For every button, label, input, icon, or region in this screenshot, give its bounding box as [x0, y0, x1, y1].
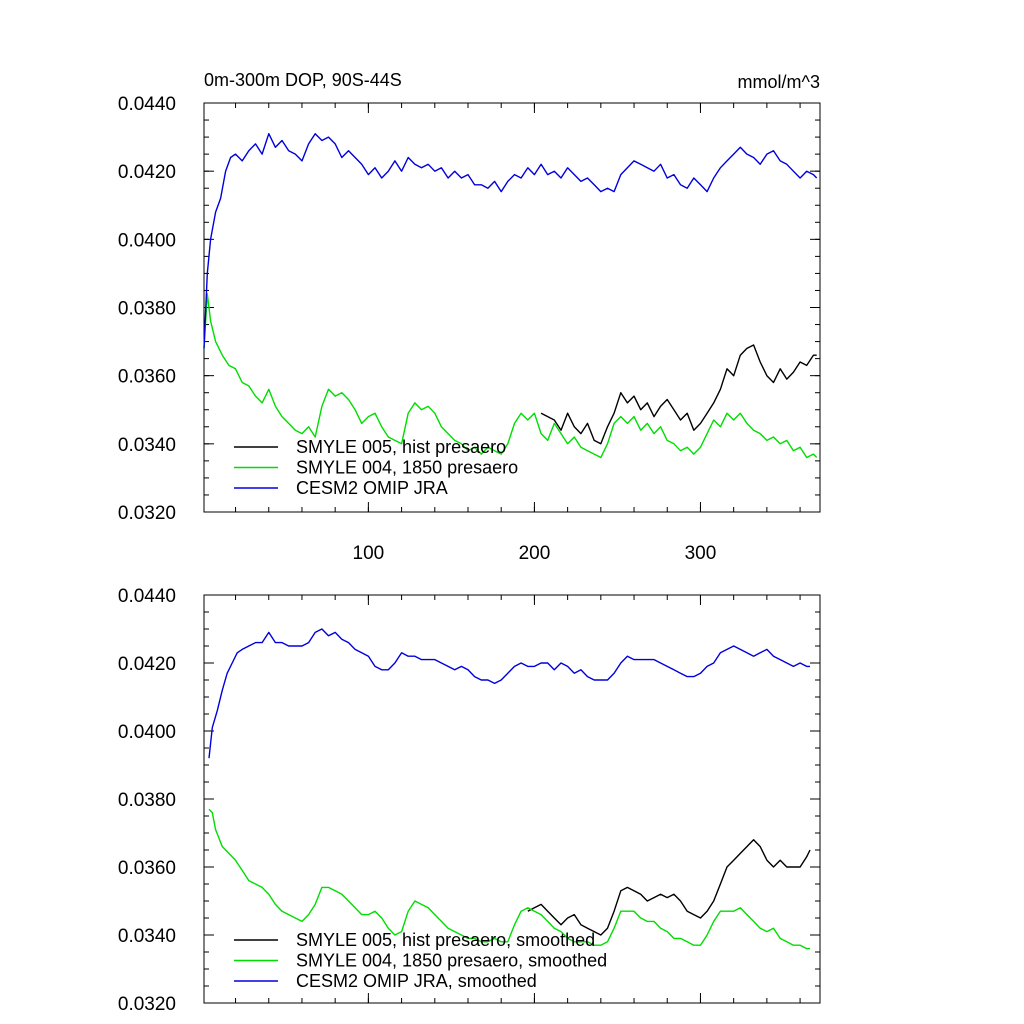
panel-title: 0m-300m DOP, 90S-44S [204, 70, 402, 90]
legend-label: SMYLE 005, hist presaero [296, 437, 506, 457]
y-tick-label: 0.0420 [118, 654, 176, 675]
legend-label: SMYLE 004, 1850 presaero [296, 458, 518, 478]
y-tick-label: 0.0420 [118, 162, 176, 183]
y-tick-label: 0.0400 [118, 230, 176, 251]
y-tick-label: 0.0440 [118, 94, 176, 115]
legend-label: CESM2 OMIP JRA, smoothed [296, 971, 537, 991]
y-tick-label: 0.0320 [118, 994, 176, 1015]
y-tick-label: 0.0440 [118, 586, 176, 607]
chart-panel-bottom: 0.0320 0.0340 0.0360 0.0380 0.0400 0.0420 0.04… [118, 586, 821, 1015]
series-line-smyle-004-1850-presaero [203, 293, 818, 459]
units-label: mmol/m^3 [738, 72, 820, 92]
y-tick-label: 0.0340 [118, 926, 176, 947]
y-tick-label: 0.0320 [118, 503, 176, 524]
legend: SMYLE 005, hist presaero, smoothedSMYLE … [234, 930, 607, 991]
x-tick-label: 300 [685, 543, 717, 564]
y-tick-label: 0.0400 [118, 722, 176, 743]
y-tick-label: 0.0380 [118, 790, 176, 811]
series-line-cesm2-omip-jra [203, 132, 818, 349]
series-line-smyle-004-1850-presaero-smoothed [208, 808, 810, 950]
series-line-smyle-005-hist-presaero-smoothed [527, 839, 811, 936]
chart-panel-top: 0.0320 0.0340 0.0360 0.0380 0.0400 0.0420 0.04… [118, 94, 821, 564]
y-tick-label: 0.0360 [118, 367, 176, 388]
y-tick-label: 0.0380 [118, 299, 176, 320]
series-line-cesm2-omip-jra-smoothed [208, 628, 810, 759]
x-tick-label: 100 [353, 543, 385, 564]
y-tick-label: 0.0360 [118, 858, 176, 879]
legend-label: SMYLE 005, hist presaero, smoothed [296, 930, 595, 950]
x-tick-label: 200 [519, 543, 551, 564]
series-line-smyle-005-hist-presaero [540, 344, 817, 445]
legend-label: SMYLE 004, 1850 presaero, smoothed [296, 951, 607, 971]
y-tick-label: 0.0340 [118, 435, 176, 456]
legend-label: CESM2 OMIP JRA [296, 478, 448, 498]
